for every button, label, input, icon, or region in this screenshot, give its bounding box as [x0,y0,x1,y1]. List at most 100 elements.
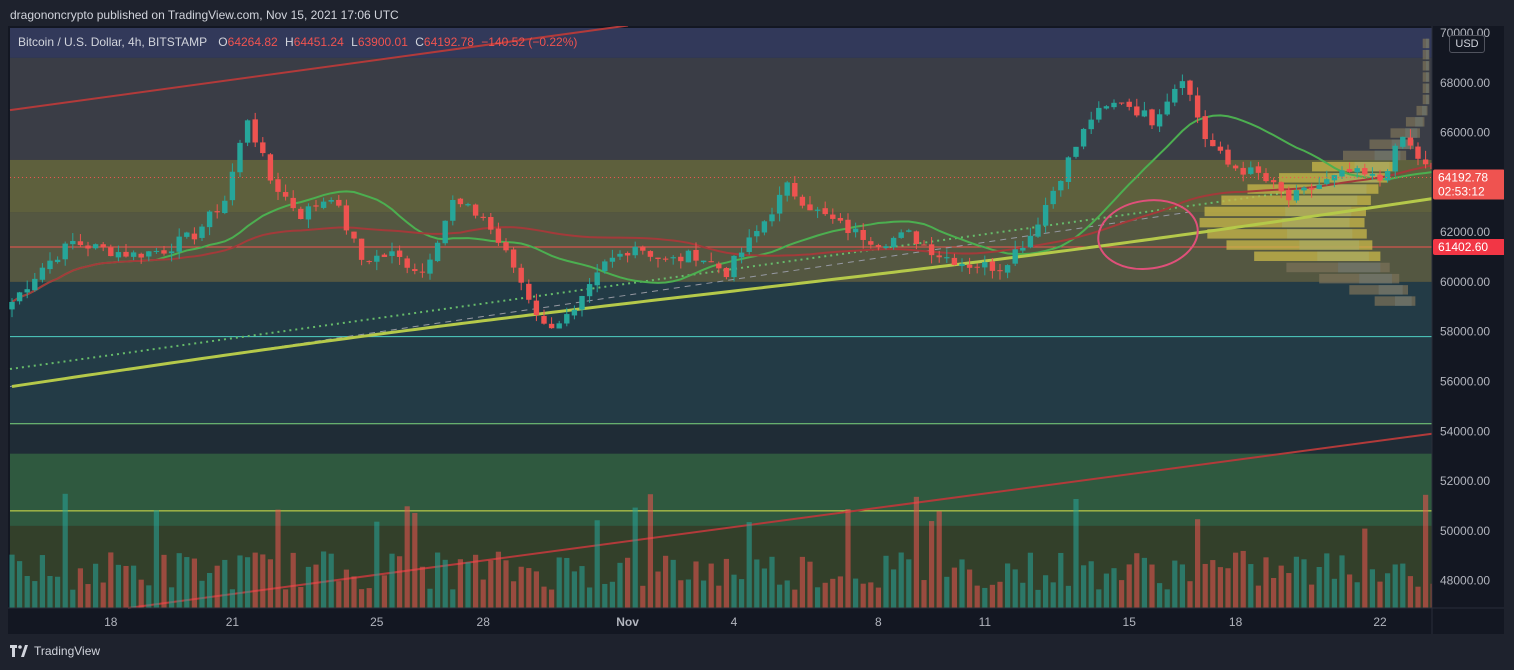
volume-bar [1187,581,1193,608]
high-label: H [285,35,294,49]
open-value: 64264.82 [227,35,278,49]
candle-body [1194,95,1201,118]
volume-bar [1210,560,1216,608]
volume-bar [731,574,737,608]
candle-body [852,228,859,233]
x-tick-label: 4 [731,615,738,629]
candle-body [442,220,448,244]
price-chart[interactable]: 70000.0068000.0066000.0064000.0062000.00… [8,26,1504,634]
candle-body [1027,235,1034,248]
volume-bar [617,562,623,608]
candle-body [260,142,266,154]
candle-body [708,261,714,263]
candle-body [716,263,722,269]
symbol-title[interactable]: Bitcoin / U.S. Dollar, 4h, BITSTAMP [18,35,207,49]
volume-profile-down-12 [1312,161,1398,172]
volume-bar [184,557,190,608]
volume-bar [587,587,593,608]
volume-profile-down-5 [1226,240,1373,250]
candle-body [1164,101,1170,115]
volume-bar [898,552,904,608]
volume-bar [412,512,418,608]
volume-bar [1385,573,1391,608]
volume-bar [389,553,395,608]
candle-body [161,250,167,254]
volume-bar [1172,560,1178,608]
candle-body [39,267,46,280]
candle-body [632,246,638,256]
chart-frame[interactable]: 70000.0068000.0066000.0064000.0062000.00… [8,26,1504,634]
candle-body [556,323,562,329]
candle-body [130,252,137,257]
volume-bar [290,552,296,608]
candle-body [837,217,844,221]
candle-body [366,261,372,263]
candle-body [1308,187,1315,190]
candle-body [921,244,927,246]
candle-body [1255,166,1262,173]
candle-body [602,261,608,272]
volume-bar [807,561,813,608]
volume-bar [321,551,327,608]
x-tick-label: 18 [1229,615,1243,629]
currency-badge[interactable]: USD [1449,35,1485,53]
candle-body [1058,180,1064,191]
price-axis[interactable] [1432,26,1504,634]
footer-brand[interactable]: TradingView [34,644,101,658]
volume-profile-down-8 [1204,206,1366,217]
candle-body [85,245,91,249]
candle-body [1050,190,1056,205]
volume-bar [511,581,517,608]
volume-bar [594,520,600,608]
volume-bar [1126,564,1132,608]
tradingview-logo-icon [10,645,28,657]
candle-body [1126,101,1132,107]
volume-bar [1407,576,1413,608]
candle-body [168,251,175,254]
candle-body [860,229,866,240]
candle-body [480,216,486,218]
change-value: −140.52 (−0.22%) [481,35,578,49]
volume-bar [419,566,425,608]
top-band [10,28,1432,58]
volume-bar [336,581,342,608]
candle-body [822,208,828,215]
y-tick-label: 54000.00 [1440,424,1490,438]
x-tick-label: 28 [477,615,491,629]
volume-bar [435,552,441,608]
volume-profile-down-14 [1369,139,1414,149]
volume-bar [1179,564,1185,608]
candle-body [518,267,524,283]
volume-bar [549,589,555,608]
candle-body [883,246,889,249]
candle-body [784,182,790,196]
volume-bar [1354,582,1360,608]
candle-body [206,211,213,228]
countdown-label: 02:53:12 [1438,185,1485,199]
candle-body [1232,165,1239,169]
volume-bar [1164,589,1170,608]
volume-bar [442,559,448,608]
candle-body [1141,110,1148,117]
candle-body [123,251,129,257]
candle-body [237,142,243,173]
volume-bar [1157,583,1163,608]
candle-body [146,251,152,257]
volume-bar [222,559,228,608]
volume-bar [153,510,159,608]
candle-body [404,258,410,268]
candle-body [275,179,281,192]
volume-bar [9,554,15,608]
volume-bar [24,576,30,608]
volume-bar [1202,563,1208,608]
volume-bar [199,580,205,608]
candle-body [244,120,251,143]
volume-bar [131,565,137,608]
volume-bar [845,509,851,608]
volume-bar [366,588,372,608]
y-tick-label: 50000.00 [1440,524,1490,538]
candle-body [1217,146,1224,151]
volume-bar [579,566,585,608]
volume-bar [1050,582,1056,608]
volume-bar [343,569,349,608]
